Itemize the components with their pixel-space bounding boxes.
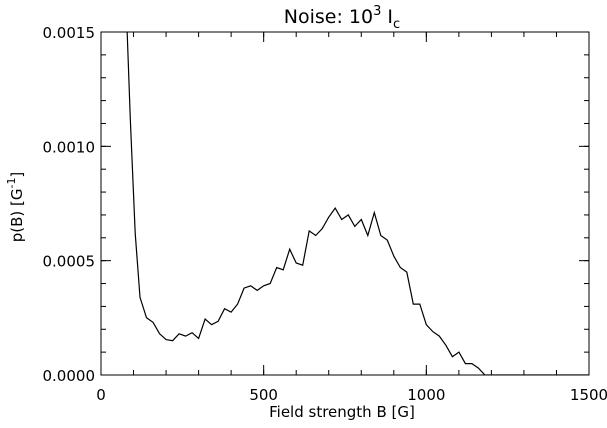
x-axis-label: Field strength B [G] <box>269 403 415 421</box>
plot-area <box>126 32 589 375</box>
x-tick-label: 1000 <box>407 386 445 404</box>
y-tick-label: 0.0000 <box>43 367 96 385</box>
ylabel-prefix: p(B) [G <box>8 189 26 243</box>
x-tick-label: 1500 <box>570 386 607 404</box>
y-tick-label: 0.0010 <box>43 138 96 156</box>
y-tick-label: 0.0005 <box>43 253 96 271</box>
title-tail: I <box>381 6 393 28</box>
axis-ticks <box>100 31 590 376</box>
svg-text:p(B) [G-1]: p(B) [G-1] <box>5 172 26 243</box>
tick-labels: 0 500 1000 1500 0.0000 0.0005 0.0010 0.0015 <box>43 24 607 404</box>
ylabel-exponent: -1 <box>5 178 18 189</box>
chart-title: Noise: 103 Ic <box>284 4 400 32</box>
title-exponent: 3 <box>373 4 381 19</box>
plot-frame <box>100 31 590 376</box>
y-axis-label: p(B) [G-1] <box>5 172 26 243</box>
svg-text:Noise: 103 Ic: Noise: 103 Ic <box>284 4 400 32</box>
title-prefix: Noise: 10 <box>284 6 373 28</box>
ylabel-suffix: ] <box>8 172 26 178</box>
title-subscript: c <box>393 17 400 32</box>
x-tick-label: 500 <box>249 386 278 404</box>
series-line <box>126 32 589 375</box>
x-tick-label: 0 <box>96 386 106 404</box>
y-tick-label: 0.0015 <box>43 24 96 42</box>
